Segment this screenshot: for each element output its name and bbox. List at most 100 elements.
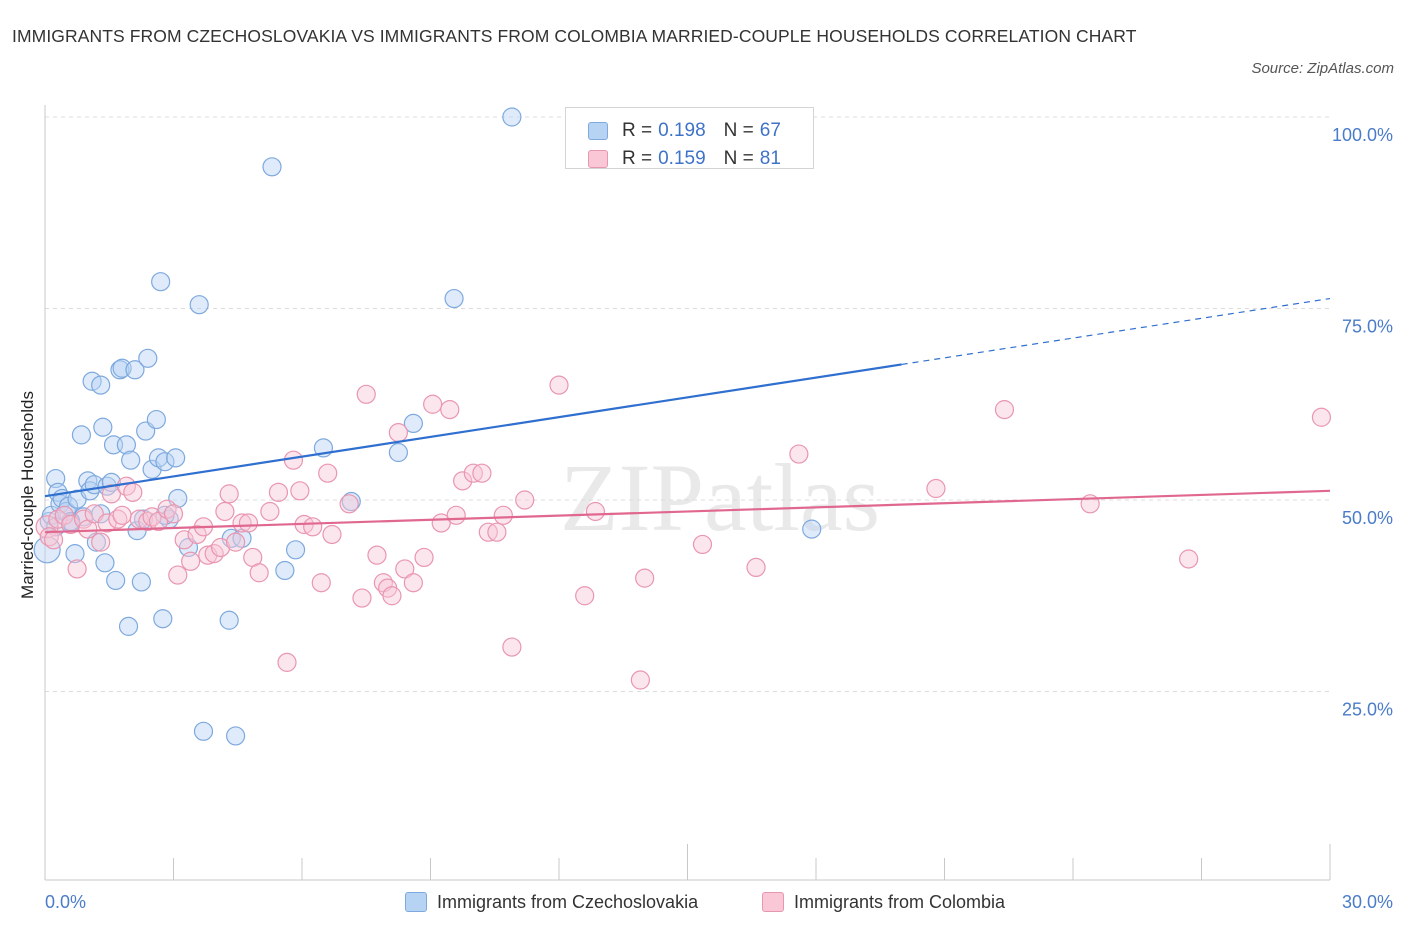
data-point xyxy=(502,107,522,127)
trend-line-czechoslovakia xyxy=(44,363,902,498)
data-point xyxy=(166,448,186,468)
data-point xyxy=(123,482,143,502)
data-point xyxy=(268,482,289,502)
data-point xyxy=(283,450,304,470)
data-point xyxy=(367,545,387,565)
data-point xyxy=(67,559,87,579)
data-point xyxy=(168,565,188,585)
data-point xyxy=(155,452,175,472)
data-point xyxy=(33,536,61,564)
n-value: 67 xyxy=(759,120,781,141)
data-point xyxy=(226,726,246,746)
data-point xyxy=(290,481,310,501)
data-point xyxy=(403,573,423,593)
data-point xyxy=(91,375,111,395)
data-point xyxy=(215,501,235,522)
data-point xyxy=(238,513,259,533)
data-point xyxy=(440,400,460,420)
data-point xyxy=(339,494,359,514)
series-colombia-points xyxy=(35,375,1332,690)
data-point xyxy=(303,517,323,537)
r-value: 0.159 xyxy=(658,148,706,169)
data-point xyxy=(249,563,269,583)
data-point xyxy=(260,501,280,522)
x-tick-label: 0.0% xyxy=(45,892,86,912)
data-point xyxy=(585,501,606,522)
data-point xyxy=(131,572,151,592)
y-tick-label: 75.0% xyxy=(1342,317,1393,337)
data-point xyxy=(472,463,492,483)
data-point xyxy=(73,509,94,529)
data-point xyxy=(121,450,141,470)
data-point xyxy=(746,557,766,578)
data-point xyxy=(1311,407,1332,427)
data-point xyxy=(453,471,473,491)
r-label: R = xyxy=(622,148,653,169)
data-point xyxy=(118,616,139,636)
data-point xyxy=(43,530,64,550)
data-point xyxy=(414,547,434,568)
stats-row-colombia: R = 0.159 N = 81 xyxy=(588,146,781,172)
series-czechoslovakia-points xyxy=(33,107,822,746)
data-point xyxy=(395,559,415,579)
data-point xyxy=(802,519,822,539)
data-point xyxy=(275,560,295,581)
data-point xyxy=(502,637,522,657)
data-point xyxy=(106,570,126,591)
data-point xyxy=(97,513,117,533)
data-point xyxy=(444,288,464,309)
data-point xyxy=(575,586,595,606)
data-point xyxy=(146,409,166,430)
data-point xyxy=(193,721,214,741)
data-point xyxy=(116,435,136,455)
gridlines xyxy=(45,116,1330,692)
tick-labels: 100.0% 75.0% 50.0% 25.0% 0.0% 30.0% xyxy=(45,125,1393,912)
data-point xyxy=(789,444,809,464)
data-point xyxy=(226,532,246,552)
legend-label: Immigrants from Czechoslovakia xyxy=(437,891,699,912)
legend-item-colombia: Immigrants from Colombia xyxy=(762,890,1005,914)
data-point xyxy=(153,609,173,629)
x-tick-label: 30.0% xyxy=(1342,892,1393,912)
data-point xyxy=(112,505,132,525)
trend-lines xyxy=(44,297,1331,534)
data-point xyxy=(71,425,92,445)
legend-swatch-pink xyxy=(762,892,784,912)
chart-title: IMMIGRANTS FROM CZECHOSLOVAKIA VS IMMIGR… xyxy=(12,26,1137,46)
trend-line-colombia xyxy=(44,489,1331,534)
swatch-blue xyxy=(588,122,608,140)
data-point xyxy=(93,417,113,437)
data-point xyxy=(692,534,713,555)
n-label: N = xyxy=(723,120,754,141)
stats-row-czechoslovakia: R = 0.198 N = 67 xyxy=(588,118,781,144)
data-point xyxy=(322,524,342,545)
data-point xyxy=(151,272,171,292)
data-point xyxy=(926,478,946,499)
data-point xyxy=(1179,549,1199,569)
legend-item-czechoslovakia: Immigrants from Czechoslovakia xyxy=(405,890,698,914)
data-point xyxy=(630,670,650,690)
data-point xyxy=(382,586,402,606)
data-point xyxy=(91,532,111,552)
data-point xyxy=(352,588,372,608)
source-label: Source: ZipAtlas.com xyxy=(1251,60,1394,77)
data-point xyxy=(388,442,408,463)
data-point xyxy=(318,463,338,483)
data-point xyxy=(138,348,158,368)
data-point xyxy=(277,652,297,672)
data-point xyxy=(356,384,376,404)
data-point xyxy=(549,375,569,395)
swatch-pink xyxy=(588,150,608,168)
data-point xyxy=(211,537,231,558)
axes xyxy=(44,105,1331,881)
data-point xyxy=(446,505,466,525)
data-point xyxy=(388,422,408,443)
data-point xyxy=(285,540,306,560)
data-point xyxy=(174,530,194,550)
data-point xyxy=(994,400,1015,420)
data-point xyxy=(95,553,115,573)
watermark: ZIPatlas xyxy=(560,444,880,551)
data-point xyxy=(219,484,239,504)
data-point xyxy=(403,413,423,433)
data-point xyxy=(493,505,513,525)
